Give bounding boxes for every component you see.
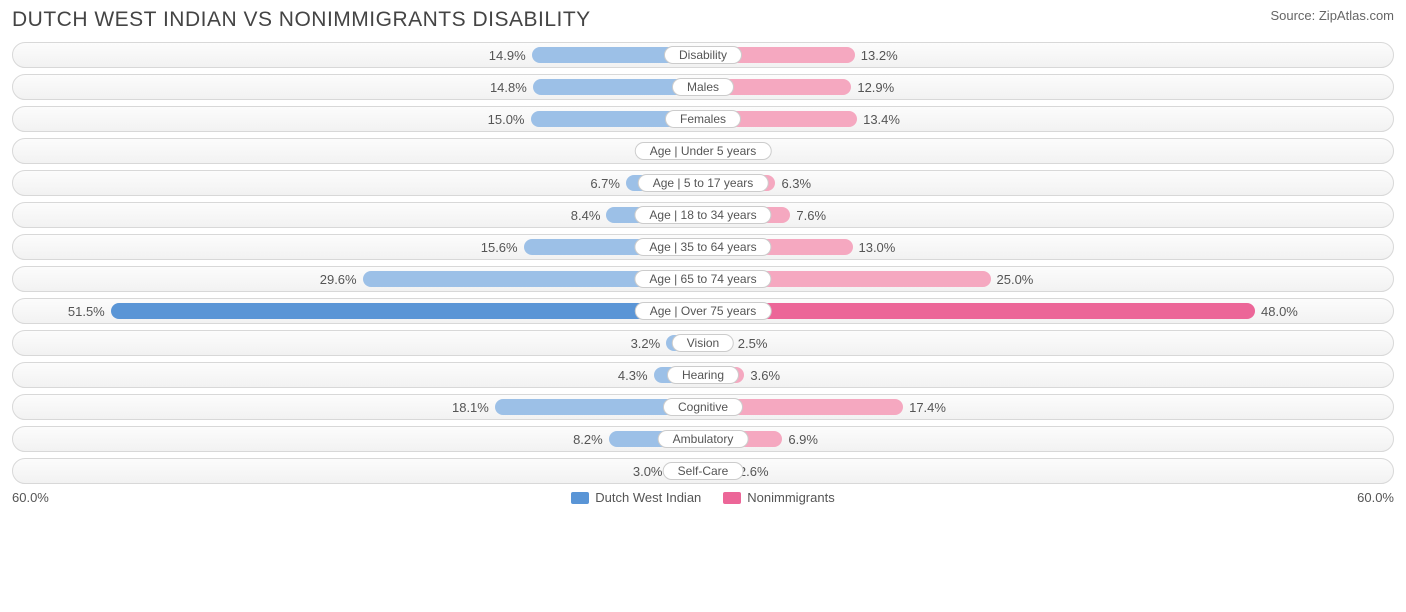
value-label-left: 8.2%: [573, 427, 603, 451]
row-category-label: Females: [665, 110, 741, 128]
chart-row: 15.6% 13.0% Age | 35 to 64 years: [12, 234, 1394, 260]
row-category-label: Cognitive: [663, 398, 743, 416]
value-label-left: 14.9%: [489, 43, 526, 67]
value-label-left: 3.0%: [633, 459, 663, 483]
chart-title: DUTCH WEST INDIAN VS NONIMMIGRANTS DISAB…: [12, 8, 591, 32]
value-label-right: 6.3%: [781, 171, 811, 195]
row-category-label: Age | Over 75 years: [635, 302, 772, 320]
value-label-right: 6.9%: [788, 427, 818, 451]
legend: Dutch West Indian Nonimmigrants: [49, 490, 1357, 505]
value-label-left: 3.2%: [631, 331, 661, 355]
row-category-label: Males: [672, 78, 734, 96]
row-category-label: Ambulatory: [658, 430, 749, 448]
row-category-label: Age | 18 to 34 years: [634, 206, 771, 224]
row-category-label: Age | 35 to 64 years: [634, 238, 771, 256]
chart-row: 15.0% 13.4% Females: [12, 106, 1394, 132]
value-label-left: 15.6%: [481, 235, 518, 259]
value-label-right: 3.6%: [750, 363, 780, 387]
chart-row: 8.2% 6.9% Ambulatory: [12, 426, 1394, 452]
bar-right: [703, 303, 1255, 319]
chart-footer: 60.0% Dutch West Indian Nonimmigrants 60…: [12, 490, 1394, 505]
value-label-left: 29.6%: [320, 267, 357, 291]
bar-left: [111, 303, 703, 319]
value-label-right: 25.0%: [997, 267, 1034, 291]
value-label-right: 13.4%: [863, 107, 900, 131]
chart-row: 3.0%2.6%Self-Care: [12, 458, 1394, 484]
axis-max-right: 60.0%: [1357, 490, 1394, 505]
chart-row: 3.2% 2.5%Vision: [12, 330, 1394, 356]
value-label-right: 13.0%: [858, 235, 895, 259]
chart-area: 14.9% 13.2% Disability 14.8% 12.9% Males 15.0%…: [12, 42, 1394, 484]
legend-label-right: Nonimmigrants: [747, 490, 834, 505]
axis-max-left: 60.0%: [12, 490, 49, 505]
value-label-left: 6.7%: [590, 171, 620, 195]
legend-label-left: Dutch West Indian: [595, 490, 701, 505]
chart-header: DUTCH WEST INDIAN VS NONIMMIGRANTS DISAB…: [12, 8, 1394, 32]
chart-row: 4.3% 3.6% Hearing: [12, 362, 1394, 388]
chart-row: 18.1% 17.4% Cognitive: [12, 394, 1394, 420]
value-label-left: 8.4%: [571, 203, 601, 227]
legend-item-left: Dutch West Indian: [571, 490, 701, 505]
chart-row: 14.9% 13.2% Disability: [12, 42, 1394, 68]
row-category-label: Hearing: [667, 366, 739, 384]
value-label-right: 12.9%: [857, 75, 894, 99]
value-label-right: 48.0%: [1261, 299, 1298, 323]
value-label-left: 4.3%: [618, 363, 648, 387]
chart-row: 51.5% 48.0% Age | Over 75 years: [12, 298, 1394, 324]
value-label-left: 18.1%: [452, 395, 489, 419]
value-label-right: 13.2%: [861, 43, 898, 67]
chart-row: 29.6% 25.0% Age | 65 to 74 years: [12, 266, 1394, 292]
row-category-label: Disability: [664, 46, 742, 64]
chart-row: 1.9%1.6%Age | Under 5 years: [12, 138, 1394, 164]
legend-swatch-right: [723, 492, 741, 504]
value-label-right: 7.6%: [796, 203, 826, 227]
value-label-right: 2.5%: [738, 331, 768, 355]
chart-row: 6.7% 6.3% Age | 5 to 17 years: [12, 170, 1394, 196]
value-label-left: 15.0%: [488, 107, 525, 131]
row-category-label: Self-Care: [663, 462, 744, 480]
chart-row: 14.8% 12.9% Males: [12, 74, 1394, 100]
row-category-label: Age | 5 to 17 years: [638, 174, 769, 192]
row-category-label: Age | 65 to 74 years: [634, 270, 771, 288]
value-label-right: 17.4%: [909, 395, 946, 419]
row-category-label: Vision: [672, 334, 734, 352]
chart-row: 8.4% 7.6% Age | 18 to 34 years: [12, 202, 1394, 228]
legend-item-right: Nonimmigrants: [723, 490, 834, 505]
value-label-left: 14.8%: [490, 75, 527, 99]
legend-swatch-left: [571, 492, 589, 504]
chart-source: Source: ZipAtlas.com: [1270, 8, 1394, 23]
value-label-left: 51.5%: [68, 299, 105, 323]
row-category-label: Age | Under 5 years: [635, 142, 772, 160]
